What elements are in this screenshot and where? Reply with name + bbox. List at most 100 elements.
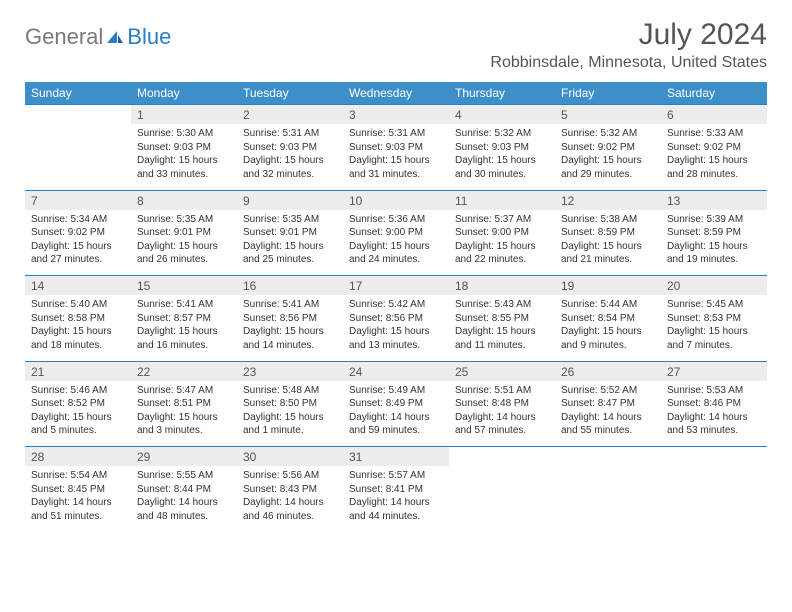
weekday-header: Monday xyxy=(131,82,237,105)
day-content-cell: Sunrise: 5:35 AMSunset: 9:01 PMDaylight:… xyxy=(131,210,237,276)
page-title: July 2024 xyxy=(490,18,767,52)
daynum-row: 28293031 xyxy=(25,447,767,467)
sunrise-text: Sunrise: 5:34 AM xyxy=(31,213,125,227)
sunset-text: Sunset: 8:46 PM xyxy=(667,397,761,411)
daylight-text: Daylight: 14 hours and 46 minutes. xyxy=(243,496,337,523)
day-content-cell: Sunrise: 5:54 AMSunset: 8:45 PMDaylight:… xyxy=(25,466,131,532)
daylight-text: Daylight: 15 hours and 1 minute. xyxy=(243,411,337,438)
sunrise-text: Sunrise: 5:42 AM xyxy=(349,298,443,312)
day-number-cell: 13 xyxy=(661,190,767,210)
sunset-text: Sunset: 9:03 PM xyxy=(243,141,337,155)
day-number-cell: 7 xyxy=(25,190,131,210)
weekday-header: Thursday xyxy=(449,82,555,105)
day-number-cell xyxy=(25,105,131,125)
calendar-body: 123456Sunrise: 5:30 AMSunset: 9:03 PMDay… xyxy=(25,105,767,533)
sunset-text: Sunset: 8:47 PM xyxy=(561,397,655,411)
day-content-cell: Sunrise: 5:43 AMSunset: 8:55 PMDaylight:… xyxy=(449,295,555,361)
sunrise-text: Sunrise: 5:48 AM xyxy=(243,384,337,398)
daylight-text: Daylight: 15 hours and 7 minutes. xyxy=(667,325,761,352)
daylight-text: Daylight: 15 hours and 9 minutes. xyxy=(561,325,655,352)
day-number-cell: 26 xyxy=(555,361,661,381)
sunset-text: Sunset: 8:58 PM xyxy=(31,312,125,326)
day-number-cell: 28 xyxy=(25,447,131,467)
daylight-text: Daylight: 14 hours and 53 minutes. xyxy=(667,411,761,438)
sunset-text: Sunset: 8:55 PM xyxy=(455,312,549,326)
sunrise-text: Sunrise: 5:47 AM xyxy=(137,384,231,398)
day-content-cell: Sunrise: 5:37 AMSunset: 9:00 PMDaylight:… xyxy=(449,210,555,276)
day-number-cell: 3 xyxy=(343,105,449,125)
daynum-row: 78910111213 xyxy=(25,190,767,210)
weekday-header: Sunday xyxy=(25,82,131,105)
day-number-cell xyxy=(555,447,661,467)
daylight-text: Daylight: 15 hours and 26 minutes. xyxy=(137,240,231,267)
day-content-cell: Sunrise: 5:42 AMSunset: 8:56 PMDaylight:… xyxy=(343,295,449,361)
day-content-cell: Sunrise: 5:30 AMSunset: 9:03 PMDaylight:… xyxy=(131,124,237,190)
sunrise-text: Sunrise: 5:35 AM xyxy=(243,213,337,227)
brand-logo: General Blue xyxy=(25,18,171,50)
weekday-header-row: Sunday Monday Tuesday Wednesday Thursday… xyxy=(25,82,767,105)
content-row: Sunrise: 5:46 AMSunset: 8:52 PMDaylight:… xyxy=(25,381,767,447)
daylight-text: Daylight: 15 hours and 5 minutes. xyxy=(31,411,125,438)
daylight-text: Daylight: 15 hours and 11 minutes. xyxy=(455,325,549,352)
sunset-text: Sunset: 8:51 PM xyxy=(137,397,231,411)
sunset-text: Sunset: 8:59 PM xyxy=(561,226,655,240)
sunset-text: Sunset: 8:44 PM xyxy=(137,483,231,497)
daylight-text: Daylight: 15 hours and 28 minutes. xyxy=(667,154,761,181)
content-row: Sunrise: 5:54 AMSunset: 8:45 PMDaylight:… xyxy=(25,466,767,532)
sunrise-text: Sunrise: 5:41 AM xyxy=(137,298,231,312)
logo-sail-icon xyxy=(105,29,125,45)
sunrise-text: Sunrise: 5:40 AM xyxy=(31,298,125,312)
day-content-cell: Sunrise: 5:56 AMSunset: 8:43 PMDaylight:… xyxy=(237,466,343,532)
day-content-cell: Sunrise: 5:41 AMSunset: 8:56 PMDaylight:… xyxy=(237,295,343,361)
sunrise-text: Sunrise: 5:43 AM xyxy=(455,298,549,312)
day-content-cell: Sunrise: 5:53 AMSunset: 8:46 PMDaylight:… xyxy=(661,381,767,447)
day-number-cell: 10 xyxy=(343,190,449,210)
daylight-text: Daylight: 15 hours and 33 minutes. xyxy=(137,154,231,181)
daynum-row: 14151617181920 xyxy=(25,276,767,296)
sunset-text: Sunset: 8:54 PM xyxy=(561,312,655,326)
sunrise-text: Sunrise: 5:46 AM xyxy=(31,384,125,398)
content-row: Sunrise: 5:30 AMSunset: 9:03 PMDaylight:… xyxy=(25,124,767,190)
sunrise-text: Sunrise: 5:51 AM xyxy=(455,384,549,398)
daylight-text: Daylight: 15 hours and 14 minutes. xyxy=(243,325,337,352)
day-number-cell: 30 xyxy=(237,447,343,467)
sunset-text: Sunset: 9:01 PM xyxy=(137,226,231,240)
sunset-text: Sunset: 9:02 PM xyxy=(667,141,761,155)
sunrise-text: Sunrise: 5:54 AM xyxy=(31,469,125,483)
daylight-text: Daylight: 15 hours and 29 minutes. xyxy=(561,154,655,181)
sunrise-text: Sunrise: 5:37 AM xyxy=(455,213,549,227)
calendar-table: Sunday Monday Tuesday Wednesday Thursday… xyxy=(25,82,767,532)
day-content-cell: Sunrise: 5:39 AMSunset: 8:59 PMDaylight:… xyxy=(661,210,767,276)
sunset-text: Sunset: 9:03 PM xyxy=(349,141,443,155)
day-number-cell: 6 xyxy=(661,105,767,125)
day-number-cell: 17 xyxy=(343,276,449,296)
sunrise-text: Sunrise: 5:36 AM xyxy=(349,213,443,227)
day-content-cell: Sunrise: 5:51 AMSunset: 8:48 PMDaylight:… xyxy=(449,381,555,447)
sunset-text: Sunset: 8:48 PM xyxy=(455,397,549,411)
sunset-text: Sunset: 8:52 PM xyxy=(31,397,125,411)
sunrise-text: Sunrise: 5:31 AM xyxy=(349,127,443,141)
header: General Blue July 2024 Robbinsdale, Minn… xyxy=(25,18,767,72)
day-content-cell: Sunrise: 5:38 AMSunset: 8:59 PMDaylight:… xyxy=(555,210,661,276)
sunset-text: Sunset: 8:57 PM xyxy=(137,312,231,326)
day-content-cell: Sunrise: 5:33 AMSunset: 9:02 PMDaylight:… xyxy=(661,124,767,190)
daylight-text: Daylight: 14 hours and 59 minutes. xyxy=(349,411,443,438)
daylight-text: Daylight: 14 hours and 51 minutes. xyxy=(31,496,125,523)
sunset-text: Sunset: 9:03 PM xyxy=(137,141,231,155)
day-content-cell: Sunrise: 5:40 AMSunset: 8:58 PMDaylight:… xyxy=(25,295,131,361)
daylight-text: Daylight: 15 hours and 25 minutes. xyxy=(243,240,337,267)
daylight-text: Daylight: 15 hours and 13 minutes. xyxy=(349,325,443,352)
day-number-cell: 1 xyxy=(131,105,237,125)
day-content-cell: Sunrise: 5:48 AMSunset: 8:50 PMDaylight:… xyxy=(237,381,343,447)
daylight-text: Daylight: 15 hours and 16 minutes. xyxy=(137,325,231,352)
sunset-text: Sunset: 9:02 PM xyxy=(31,226,125,240)
title-block: July 2024 Robbinsdale, Minnesota, United… xyxy=(490,18,767,72)
day-number-cell: 16 xyxy=(237,276,343,296)
content-row: Sunrise: 5:40 AMSunset: 8:58 PM Daylight:… xyxy=(25,295,767,361)
day-number-cell: 22 xyxy=(131,361,237,381)
sunset-text: Sunset: 9:00 PM xyxy=(455,226,549,240)
sunset-text: Sunset: 8:56 PM xyxy=(349,312,443,326)
sunset-text: Sunset: 9:02 PM xyxy=(561,141,655,155)
sunset-text: Sunset: 8:56 PM xyxy=(243,312,337,326)
day-number-cell: 25 xyxy=(449,361,555,381)
